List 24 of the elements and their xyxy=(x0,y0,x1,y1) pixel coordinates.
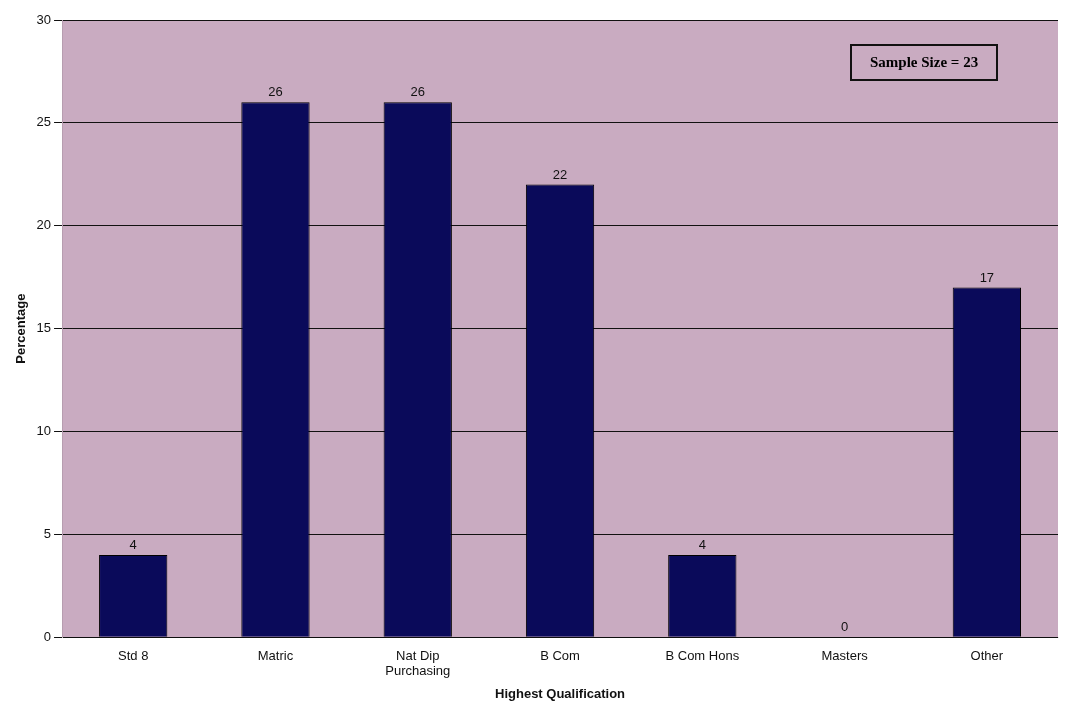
y-tick-label: 10 xyxy=(36,423,52,439)
data-label: 0 xyxy=(840,619,849,635)
y-tick-label: 0 xyxy=(43,628,52,644)
data-label: 4 xyxy=(129,536,137,552)
y-tick-label: 5 xyxy=(43,525,52,541)
annotation: Sample Size = 23 xyxy=(850,44,999,81)
y-tick-label: 30 xyxy=(36,11,52,27)
x-tick-label: Std 8 xyxy=(118,647,149,663)
x-tick-label: B Com xyxy=(540,647,580,663)
data-label: 17 xyxy=(979,269,995,285)
y-tick-label: 20 xyxy=(36,217,52,233)
data-label: 26 xyxy=(268,84,283,100)
y-axis-title: Percentage xyxy=(13,293,29,364)
y-tick-label: 15 xyxy=(36,320,52,336)
data-label: 22 xyxy=(552,166,568,182)
x-tick-label: Nat Dip Purchasing xyxy=(385,647,451,679)
x-tick-label: Masters xyxy=(821,647,869,663)
y-tick-label: 25 xyxy=(36,114,52,130)
x-tick-label: Other xyxy=(970,647,1004,663)
x-tick-label: B Com Hons xyxy=(665,647,740,663)
x-tick-label: Matric xyxy=(257,647,294,663)
data-label: 26 xyxy=(410,84,425,100)
data-label: 4 xyxy=(698,536,706,552)
x-axis-title: Highest Qualification xyxy=(495,685,626,701)
